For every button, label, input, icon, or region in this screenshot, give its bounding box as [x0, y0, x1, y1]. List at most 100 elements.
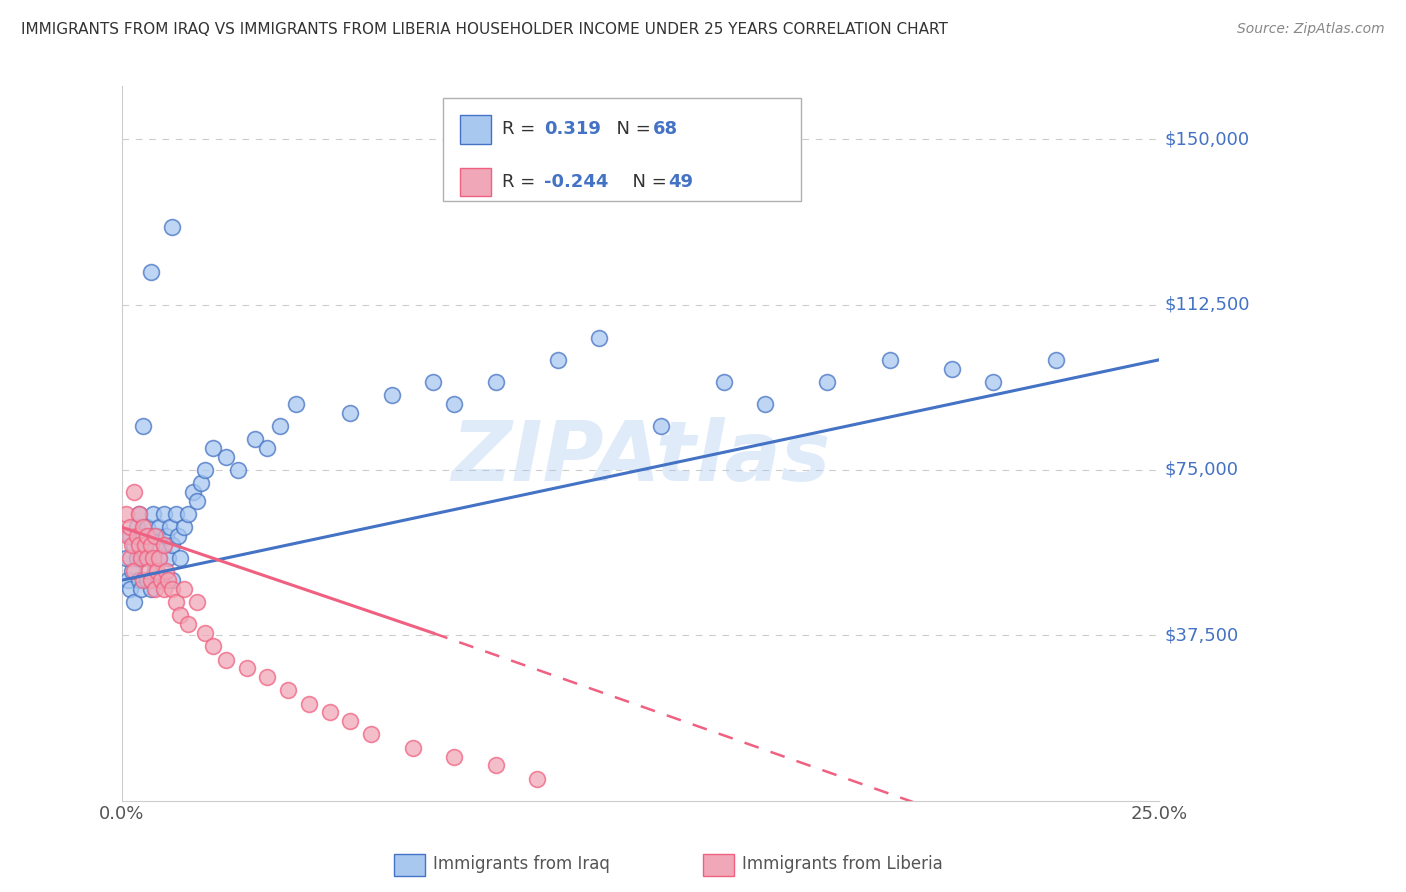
Point [202, 441, 225, 455]
Point [150, 573, 173, 587]
Point [173, 582, 195, 596]
Point [160, 538, 183, 552]
Point [125, 520, 148, 534]
Point [165, 507, 187, 521]
Point [132, 529, 155, 543]
Point [143, 565, 166, 579]
Text: 49: 49 [668, 173, 693, 191]
Point [160, 220, 183, 235]
Point [120, 529, 142, 543]
Text: R =: R = [502, 120, 541, 138]
Point [443, 749, 465, 764]
Point [285, 397, 308, 411]
Point [156, 551, 179, 566]
Point [167, 529, 190, 543]
Point [139, 264, 162, 278]
Point [128, 507, 150, 521]
Point [152, 538, 174, 552]
Point [155, 529, 177, 543]
Point [138, 565, 160, 579]
Point [650, 418, 672, 433]
Text: $112,500: $112,500 [1164, 295, 1250, 314]
Point [879, 352, 901, 367]
Point [165, 595, 187, 609]
Point [152, 582, 174, 596]
Point [269, 418, 291, 433]
Point [588, 331, 610, 345]
Point [125, 529, 148, 543]
Text: ZIPAtlas: ZIPAtlas [451, 417, 831, 499]
Point [129, 582, 152, 596]
Text: $150,000: $150,000 [1164, 130, 1250, 148]
Point [138, 551, 160, 566]
Point [132, 573, 155, 587]
Point [128, 507, 150, 521]
Point [139, 582, 162, 596]
Text: 68: 68 [652, 120, 678, 138]
Point [128, 573, 150, 587]
Point [817, 375, 839, 389]
Point [136, 573, 159, 587]
Point [120, 551, 142, 566]
Text: N =: N = [621, 173, 673, 191]
Point [132, 418, 155, 433]
Point [713, 375, 735, 389]
Text: 0.319: 0.319 [544, 120, 600, 138]
Point [139, 529, 162, 543]
Point [139, 573, 162, 587]
Point [120, 520, 142, 534]
Text: -0.244: -0.244 [544, 173, 609, 191]
Point [117, 529, 139, 543]
Point [132, 551, 155, 566]
Point [401, 740, 423, 755]
Point [121, 565, 143, 579]
Point [124, 538, 146, 552]
Point [125, 551, 148, 566]
Point [152, 507, 174, 521]
Point [160, 582, 183, 596]
Point [983, 375, 1005, 389]
Point [298, 697, 321, 711]
Point [117, 573, 139, 587]
Point [941, 361, 963, 376]
Point [148, 551, 170, 566]
Point [235, 661, 257, 675]
Point [120, 582, 142, 596]
Point [142, 507, 165, 521]
Point [173, 520, 195, 534]
Point [226, 463, 249, 477]
Point [243, 432, 266, 446]
Point [136, 520, 159, 534]
Point [134, 538, 156, 552]
Point [139, 538, 162, 552]
Point [124, 595, 146, 609]
Point [115, 507, 138, 521]
Text: N =: N = [605, 120, 657, 138]
Point [443, 397, 465, 411]
Text: Immigrants from Iraq: Immigrants from Iraq [433, 855, 610, 873]
Point [159, 520, 181, 534]
Point [143, 529, 166, 543]
Point [547, 352, 569, 367]
Point [136, 529, 159, 543]
Point [318, 706, 340, 720]
Text: Immigrants from Liberia: Immigrants from Liberia [742, 855, 943, 873]
Point [194, 626, 217, 640]
Point [160, 573, 183, 587]
Point [148, 551, 170, 566]
Point [484, 375, 506, 389]
Point [128, 538, 150, 552]
Point [339, 406, 361, 420]
Point [177, 507, 200, 521]
Point [134, 538, 156, 552]
Point [190, 476, 212, 491]
Point [124, 485, 146, 500]
Point [129, 551, 152, 566]
Point [121, 538, 143, 552]
Point [169, 551, 191, 566]
Point [169, 608, 191, 623]
Point [186, 493, 208, 508]
Point [277, 683, 299, 698]
Point [155, 565, 177, 579]
Point [339, 714, 361, 729]
